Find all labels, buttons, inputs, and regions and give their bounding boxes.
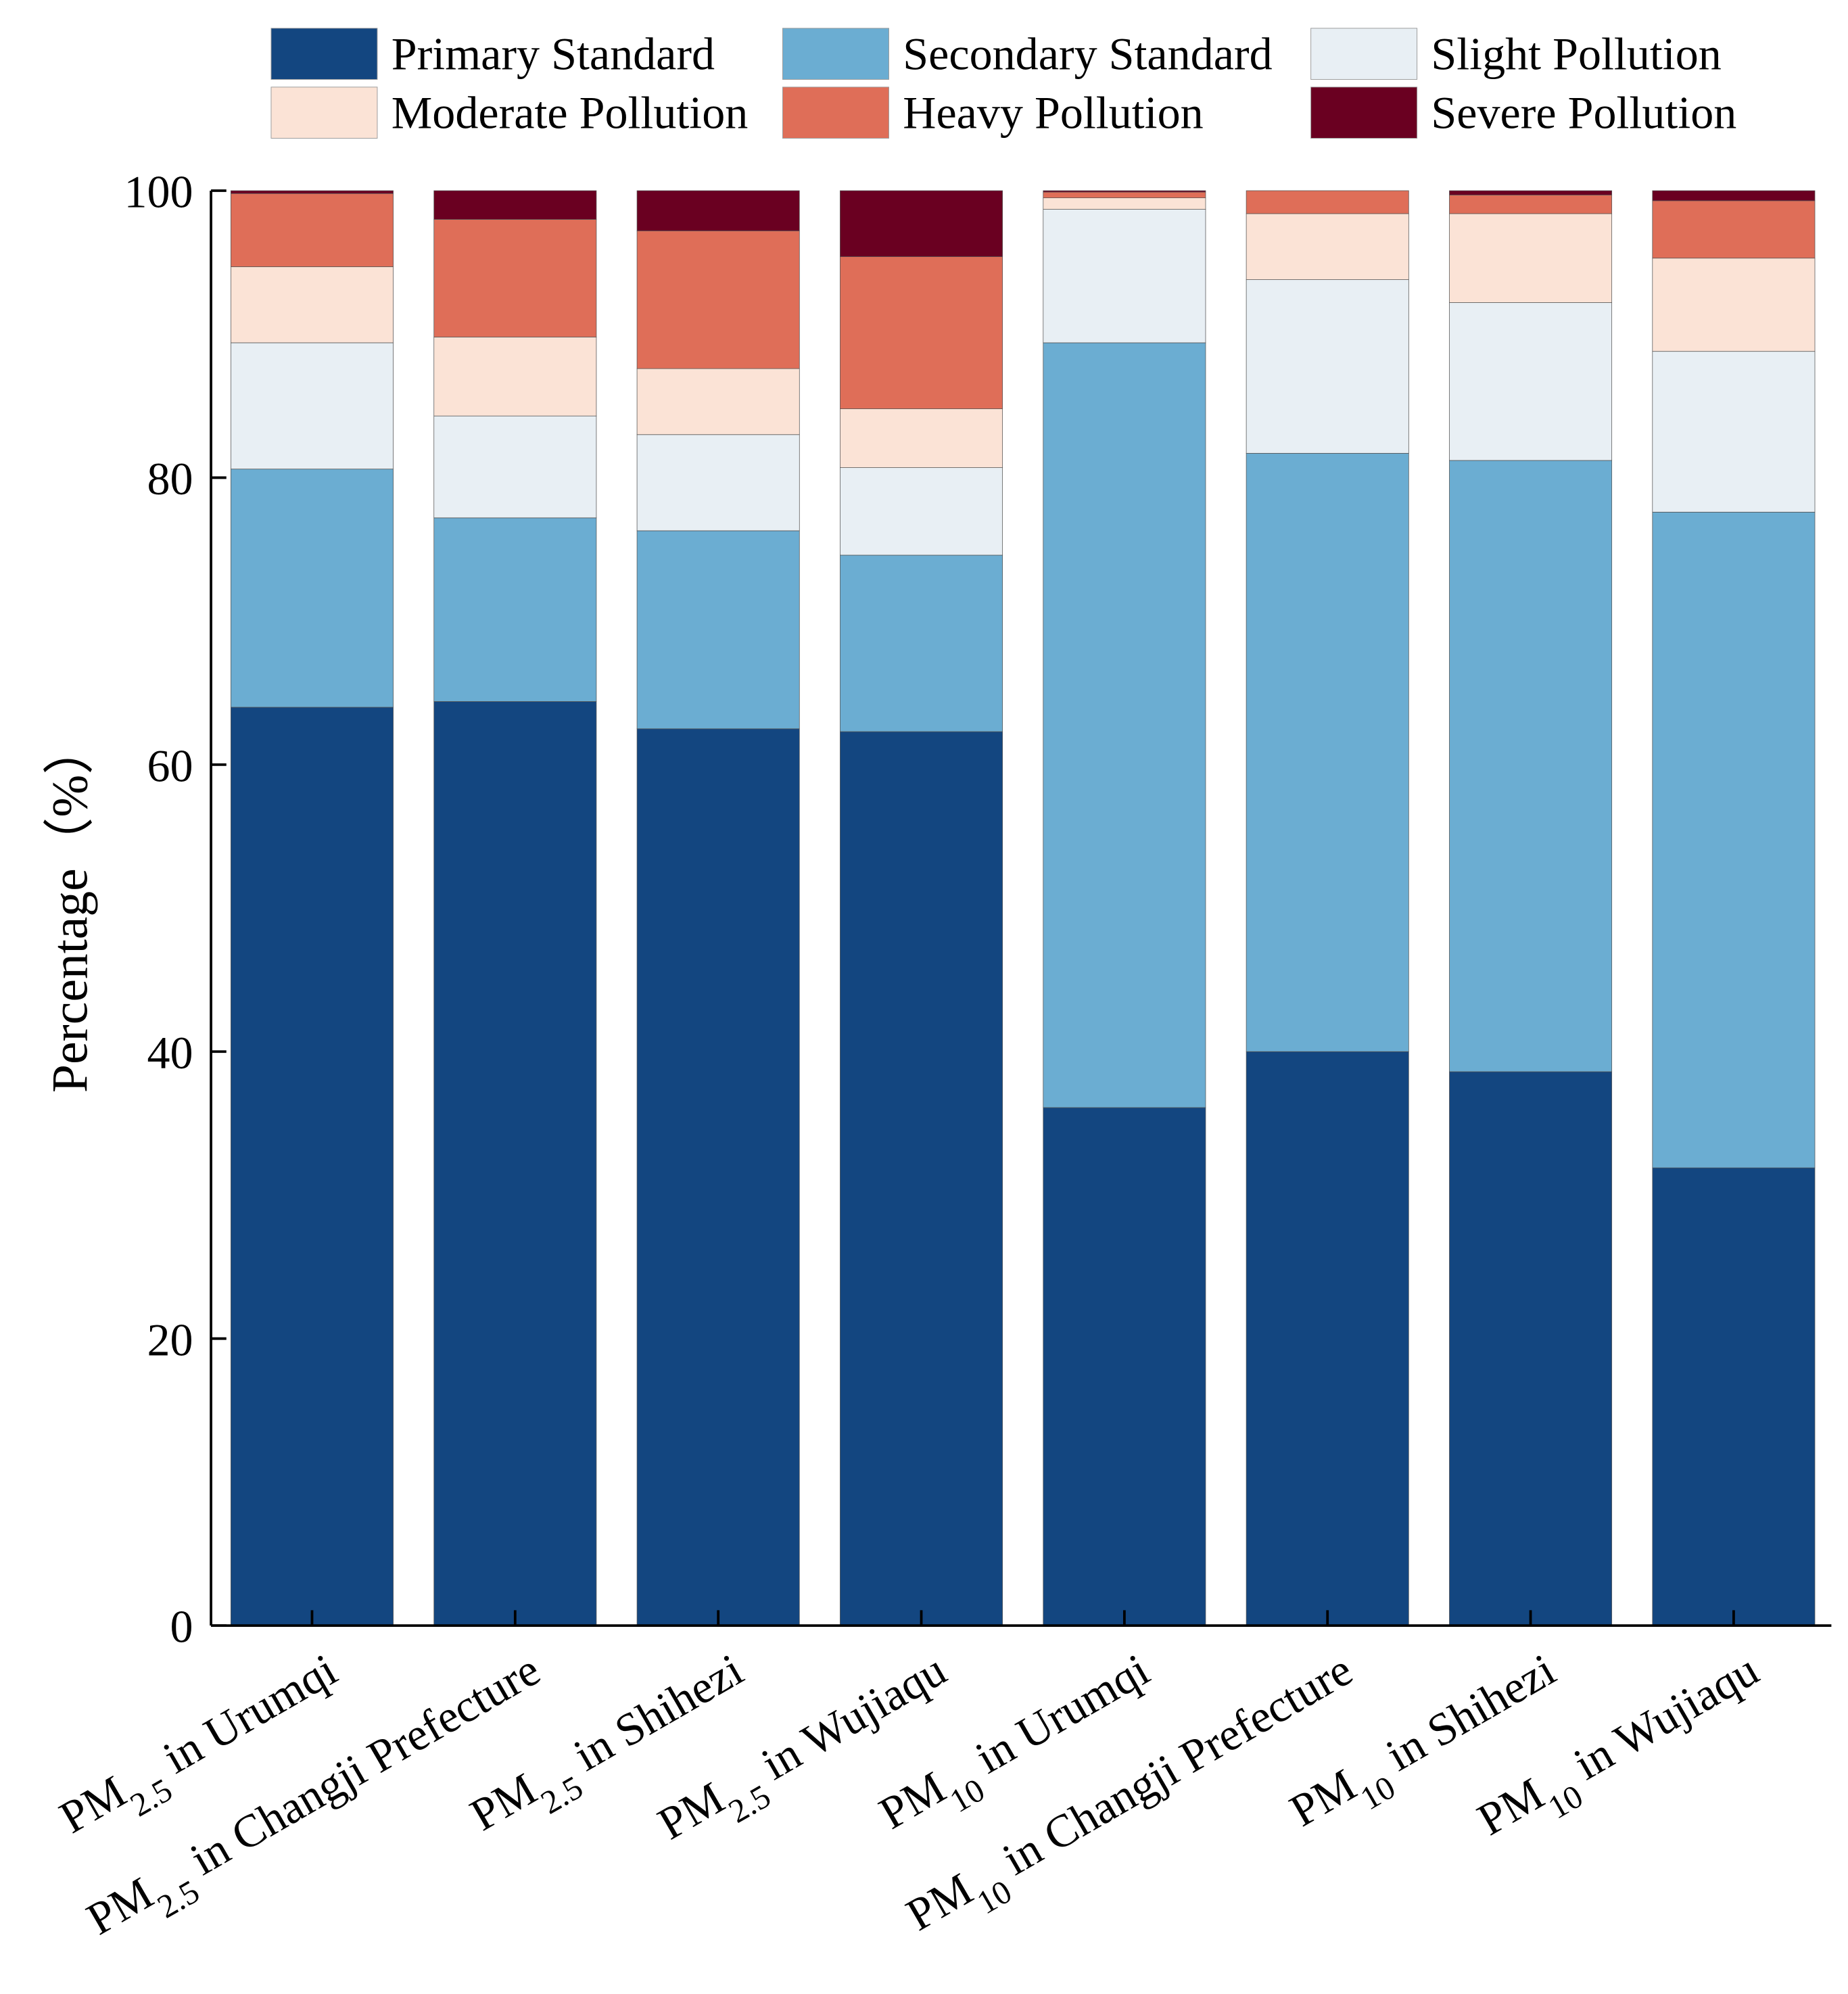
- bar-segment-moderate-pollution: [433, 337, 597, 417]
- bar-segment-severe-pollution: [433, 190, 597, 220]
- legend-label: Severe Pollution: [1431, 87, 1736, 138]
- legend-swatch: [782, 28, 889, 80]
- bar-segment-secondary-standard: [1043, 342, 1206, 1108]
- bar-segment-secondary-standard: [636, 530, 800, 730]
- bar-segment-heavy-pollution: [1652, 200, 1816, 259]
- legend-item: Primary Standard: [270, 28, 715, 80]
- legend-item: Moderate Pollution: [270, 87, 749, 139]
- legend-label: Moderate Pollution: [392, 87, 749, 138]
- bar-segment-primary-standard: [1246, 1051, 1409, 1626]
- bar-segment-severe-pollution: [231, 190, 394, 194]
- bar-segment-slight-pollution: [840, 467, 1003, 556]
- legend-swatch: [1310, 28, 1418, 80]
- legend-label: Heavy Pollution: [903, 87, 1203, 138]
- bar-segment-primary-standard: [840, 731, 1003, 1626]
- bar-segment-slight-pollution: [1246, 279, 1409, 454]
- bar-segment-primary-standard: [1043, 1107, 1206, 1626]
- bar-segment-moderate-pollution: [1043, 197, 1206, 210]
- bar-segment-moderate-pollution: [636, 368, 800, 435]
- bar-segment-moderate-pollution: [1449, 213, 1613, 303]
- legend-label: Primary Standard: [392, 28, 715, 79]
- bar-segment-secondary-standard: [840, 554, 1003, 732]
- bar-segment-primary-standard: [1652, 1167, 1816, 1626]
- bar-segment-slight-pollution: [231, 342, 394, 470]
- bar-segment-moderate-pollution: [840, 408, 1003, 468]
- bar-segment-slight-pollution: [433, 415, 597, 519]
- bars: [231, 190, 1816, 1626]
- y-tick-label: 20: [147, 1314, 193, 1365]
- legend-swatch: [270, 87, 378, 139]
- bar-segment-secondary-standard: [1652, 511, 1816, 1168]
- bar-segment-severe-pollution: [636, 190, 800, 231]
- bar-segment-heavy-pollution: [1449, 194, 1613, 214]
- y-tick-label: 40: [147, 1027, 193, 1078]
- legend-item: Secondary Standard: [782, 28, 1273, 80]
- bar-segment-primary-standard: [636, 728, 800, 1626]
- bar-segment-heavy-pollution: [231, 193, 394, 267]
- y-axis-label: Percentage（%）: [43, 723, 99, 1093]
- bar-segment-heavy-pollution: [433, 219, 597, 337]
- bar-segment-moderate-pollution: [1246, 213, 1409, 280]
- bar-segment-slight-pollution: [1652, 351, 1816, 513]
- legend-swatch: [782, 87, 889, 139]
- legend-item: Slight Pollution: [1310, 28, 1722, 80]
- bar-segment-moderate-pollution: [1652, 258, 1816, 352]
- legend: Primary Standard Secondary Standard Slight…: [270, 28, 1736, 139]
- y-tick-label: 80: [147, 453, 193, 504]
- bar-segment-severe-pollution: [1652, 190, 1816, 201]
- bar-segment-heavy-pollution: [840, 256, 1003, 409]
- bar-segment-slight-pollution: [1043, 209, 1206, 343]
- legend-swatch: [270, 28, 378, 80]
- bar-segment-severe-pollution: [1043, 190, 1206, 193]
- bar-segment-heavy-pollution: [636, 231, 800, 369]
- y-tick-label: 60: [147, 740, 193, 791]
- bar-segment-primary-standard: [231, 707, 394, 1626]
- bar-segment-primary-standard: [1449, 1071, 1613, 1626]
- legend-label: Slight Pollution: [1431, 28, 1721, 79]
- bar-segment-heavy-pollution: [1246, 190, 1409, 214]
- legend-item: Heavy Pollution: [782, 87, 1204, 139]
- legend-swatch: [1310, 87, 1418, 139]
- bar-segment-secondary-standard: [231, 469, 394, 708]
- bar-segment-secondary-standard: [1246, 452, 1409, 1052]
- bar-segment-heavy-pollution: [1043, 191, 1206, 198]
- bar-segment-severe-pollution: [840, 190, 1003, 257]
- y-tick-label: 100: [124, 166, 193, 218]
- y-tick-label: 0: [170, 1601, 193, 1653]
- legend-item: Severe Pollution: [1310, 87, 1736, 139]
- bar-segment-primary-standard: [433, 701, 597, 1626]
- bar-segment-secondary-standard: [1449, 460, 1613, 1072]
- bar-segment-moderate-pollution: [231, 266, 394, 343]
- bar-segment-secondary-standard: [433, 517, 597, 702]
- bar-segment-slight-pollution: [636, 434, 800, 531]
- legend-label: Secondary Standard: [903, 28, 1272, 79]
- bar-segment-severe-pollution: [1449, 190, 1613, 195]
- bar-segment-slight-pollution: [1449, 302, 1613, 461]
